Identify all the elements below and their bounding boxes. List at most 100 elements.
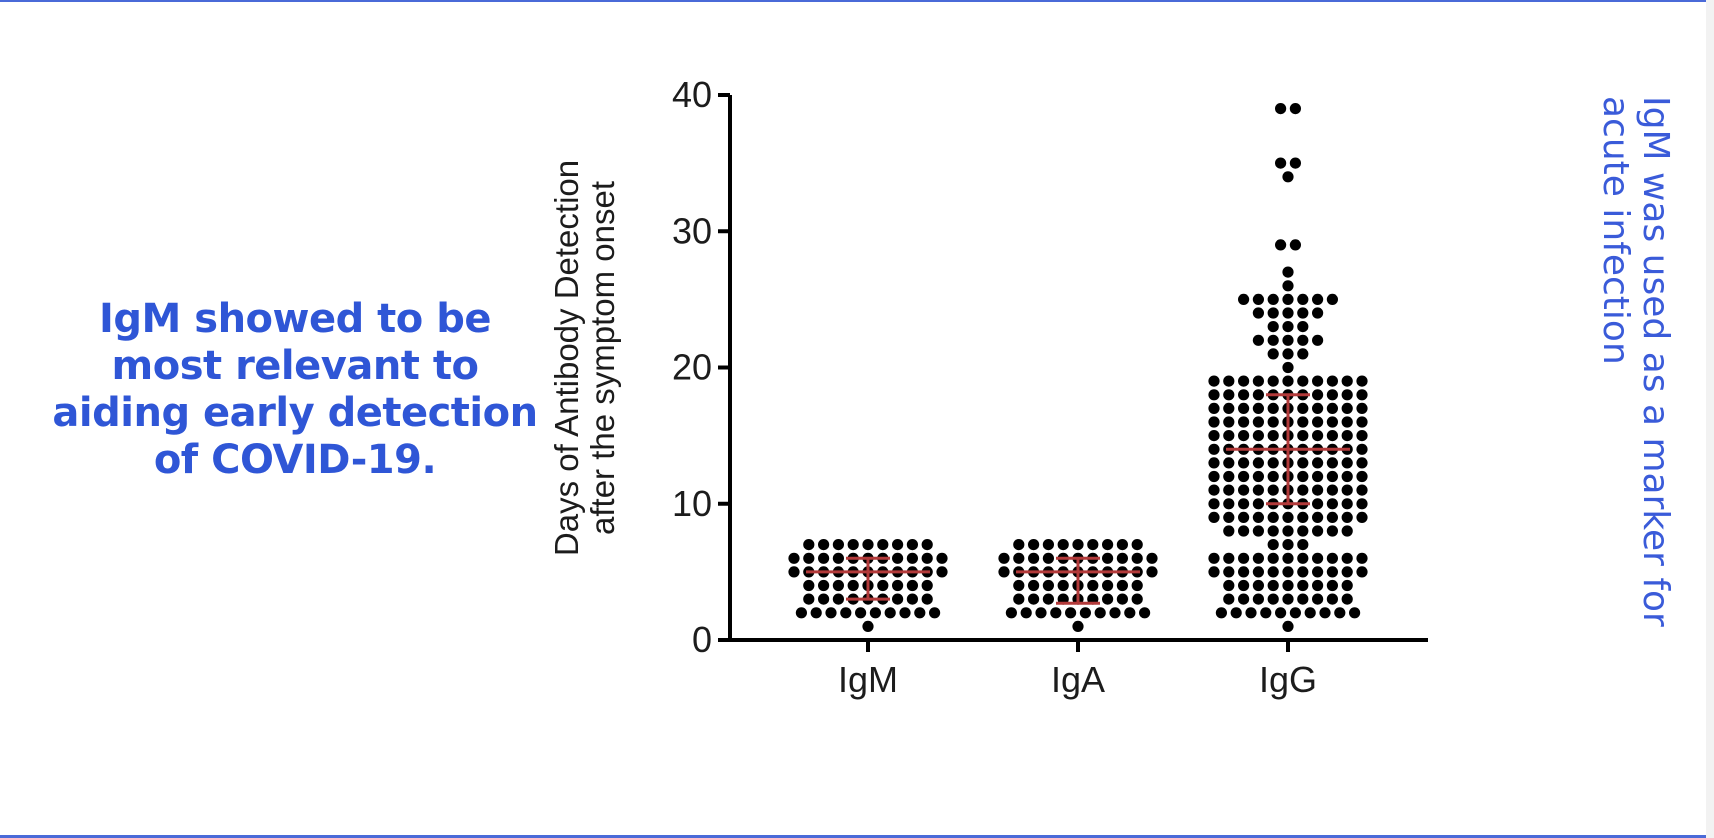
- data-point: [1282, 525, 1294, 537]
- data-point: [1356, 430, 1368, 442]
- data-point: [1275, 103, 1287, 115]
- data-point: [810, 607, 822, 619]
- data-point: [998, 566, 1010, 578]
- data-point: [832, 552, 844, 564]
- data-point: [1102, 539, 1114, 551]
- data-point: [1238, 457, 1250, 469]
- data-point: [1356, 566, 1368, 578]
- data-point: [1356, 416, 1368, 428]
- data-point: [1297, 402, 1309, 414]
- data-point: [1341, 470, 1353, 483]
- data-point: [1282, 280, 1294, 292]
- data-point: [906, 539, 918, 551]
- data-point: [1341, 552, 1353, 564]
- data-point: [1252, 430, 1264, 442]
- data-point: [1289, 607, 1301, 619]
- data-point: [1116, 552, 1128, 564]
- data-point: [1042, 539, 1054, 551]
- data-point: [1028, 579, 1040, 592]
- data-point: [1297, 525, 1309, 537]
- data-point: [1282, 266, 1294, 278]
- data-point: [818, 579, 830, 592]
- data-point: [1223, 402, 1235, 414]
- data-point: [1297, 566, 1309, 578]
- data-point: [1035, 607, 1047, 619]
- data-point: [1312, 579, 1324, 592]
- data-point: [1116, 579, 1128, 592]
- data-point: [1297, 293, 1309, 305]
- data-point: [1131, 593, 1143, 605]
- data-point: [1341, 498, 1353, 510]
- data-point: [1312, 525, 1324, 537]
- data-point: [1326, 430, 1338, 442]
- data-point: [1312, 552, 1324, 564]
- data-point: [788, 566, 800, 578]
- data-point: [1267, 470, 1279, 483]
- data-point: [921, 593, 933, 605]
- data-point: [832, 579, 844, 592]
- data-point: [899, 607, 911, 619]
- data-point: [1057, 579, 1069, 592]
- data-point: [1072, 620, 1084, 633]
- data-point: [1208, 484, 1220, 496]
- data-point: [1013, 593, 1025, 605]
- data-point: [847, 539, 859, 551]
- frame-bottom-border: [0, 835, 1714, 838]
- data-point: [1289, 157, 1301, 169]
- data-point: [1282, 361, 1294, 374]
- data-point: [1312, 484, 1324, 496]
- data-point: [1267, 375, 1279, 387]
- data-point: [1208, 443, 1220, 455]
- data-point: [1326, 457, 1338, 469]
- data-point: [1297, 511, 1309, 523]
- data-point: [929, 607, 941, 619]
- data-point: [862, 620, 874, 633]
- data-point: [1267, 566, 1279, 578]
- data-point: [1267, 402, 1279, 414]
- data-point: [1282, 566, 1294, 578]
- data-point: [1289, 239, 1301, 251]
- data-point: [1297, 307, 1309, 319]
- x-tick-label: IgM: [838, 659, 898, 700]
- data-point: [1223, 375, 1235, 387]
- data-point: [1146, 552, 1158, 564]
- data-point: [1208, 511, 1220, 523]
- data-point: [1326, 593, 1338, 605]
- data-points: [788, 103, 1368, 633]
- data-point: [1131, 539, 1143, 551]
- data-point: [1238, 416, 1250, 428]
- data-point: [1057, 539, 1069, 551]
- data-point: [840, 607, 852, 619]
- data-point: [1312, 511, 1324, 523]
- data-point: [1356, 443, 1368, 455]
- y-axis-label: Days of Antibody Detection after the symp…: [548, 160, 621, 556]
- data-point: [1267, 552, 1279, 564]
- data-point: [1223, 566, 1235, 578]
- data-point: [1267, 334, 1279, 346]
- data-point: [788, 552, 800, 564]
- data-point: [1223, 511, 1235, 523]
- x-tick-label: IgG: [1259, 659, 1317, 700]
- data-point: [1312, 498, 1324, 510]
- frame-right-edge: [1706, 0, 1714, 838]
- data-point: [1116, 593, 1128, 605]
- data-point: [1252, 470, 1264, 483]
- data-point: [1252, 593, 1264, 605]
- data-point: [1282, 511, 1294, 523]
- data-point: [1326, 511, 1338, 523]
- data-point: [832, 539, 844, 551]
- data-point: [1312, 334, 1324, 346]
- data-point: [1341, 430, 1353, 442]
- data-point: [803, 579, 815, 592]
- data-point: [1312, 566, 1324, 578]
- data-point: [1282, 348, 1294, 360]
- data-point: [1208, 389, 1220, 401]
- data-point: [1341, 389, 1353, 401]
- data-point: [936, 566, 948, 578]
- data-point: [1208, 375, 1220, 387]
- data-point: [1282, 593, 1294, 605]
- data-point: [1230, 607, 1242, 619]
- data-point: [1223, 593, 1235, 605]
- y-tick-label: 10: [672, 483, 712, 524]
- data-point: [1341, 566, 1353, 578]
